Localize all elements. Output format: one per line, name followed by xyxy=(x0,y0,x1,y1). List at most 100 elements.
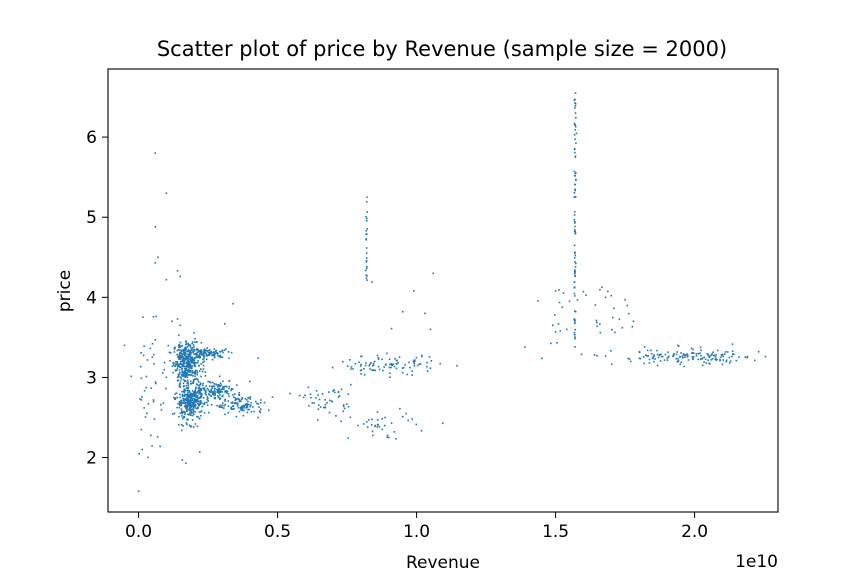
scatter-point xyxy=(189,344,192,346)
scatter-point xyxy=(176,270,179,272)
scatter-point xyxy=(322,406,325,409)
scatter-point xyxy=(194,392,197,395)
scatter-point xyxy=(196,397,199,399)
scatter-point xyxy=(541,357,543,360)
scatter-point xyxy=(676,360,679,363)
scatter-point xyxy=(324,406,327,409)
scatter-point xyxy=(596,321,598,324)
scatter-point xyxy=(187,413,189,416)
scatter-point xyxy=(340,420,342,423)
scatter-point xyxy=(200,350,203,353)
scatter-point xyxy=(189,403,191,406)
scatter-point xyxy=(574,266,577,268)
scatter-point xyxy=(186,372,189,374)
scatter-point xyxy=(324,399,326,401)
scatter-point xyxy=(259,411,262,414)
scatter-point xyxy=(186,361,188,364)
scatter-point xyxy=(191,341,194,343)
scatter-point xyxy=(173,362,175,365)
scatter-point xyxy=(218,388,220,391)
scatter-point xyxy=(171,413,174,415)
scatter-point xyxy=(223,386,226,388)
scatter-point xyxy=(174,397,177,399)
scatter-point xyxy=(196,356,198,359)
scatter-point xyxy=(207,389,210,391)
scatter-point xyxy=(648,362,651,364)
scatter-point xyxy=(222,380,224,383)
scatter-point xyxy=(193,395,195,397)
scatter-point xyxy=(574,336,576,338)
scatter-point xyxy=(315,397,317,399)
scatter-point xyxy=(309,393,312,396)
scatter-point xyxy=(679,363,682,366)
scatter-point xyxy=(725,359,728,362)
scatter-point xyxy=(347,406,350,408)
scatter-point xyxy=(596,354,598,357)
scatter-point xyxy=(213,354,215,357)
scatter-point xyxy=(172,362,175,364)
scatter-point xyxy=(244,403,247,406)
scatter-point xyxy=(198,391,201,393)
scatter-point xyxy=(342,410,345,413)
scatter-point xyxy=(223,322,226,325)
scatter-point xyxy=(179,396,181,399)
scatter-point xyxy=(402,366,405,369)
scatter-point xyxy=(213,356,216,359)
scatter-point xyxy=(673,352,675,355)
scatter-point xyxy=(180,356,183,359)
scatter-point xyxy=(183,385,185,387)
scatter-point xyxy=(160,403,162,406)
scatter-point xyxy=(716,358,718,361)
scatter-point xyxy=(424,312,426,315)
scatter-point xyxy=(646,355,648,357)
scatter-point xyxy=(153,363,155,365)
scatter-point xyxy=(382,369,384,372)
scatter-point xyxy=(228,385,231,388)
scatter-point xyxy=(181,367,183,370)
scatter-point xyxy=(219,350,221,353)
scatter-point xyxy=(207,397,209,400)
scatter-point xyxy=(692,358,694,361)
scatter-point xyxy=(183,379,186,382)
scatter-point xyxy=(197,402,200,405)
scatter-point xyxy=(183,416,186,419)
scatter-point xyxy=(405,412,407,415)
scatter-point xyxy=(204,375,207,377)
scatter-point xyxy=(215,351,218,354)
scatter-point xyxy=(712,351,714,354)
scatter-point xyxy=(249,404,252,406)
scatter-point xyxy=(656,349,658,352)
scatter-point xyxy=(193,346,195,348)
scatter-point xyxy=(731,353,734,355)
scatter-point xyxy=(186,404,188,407)
scatter-point xyxy=(308,405,310,407)
scatter-point xyxy=(180,408,183,410)
scatter-point xyxy=(201,405,204,408)
scatter-point xyxy=(199,388,202,390)
scatter-point xyxy=(145,386,147,389)
scatter-point xyxy=(666,359,669,361)
scatter-point xyxy=(328,399,331,402)
scatter-point xyxy=(183,347,186,350)
scatter-point xyxy=(574,333,576,336)
scatter-point xyxy=(568,300,571,303)
scatter-point xyxy=(596,325,598,328)
scatter-point xyxy=(574,123,576,126)
scatter-point xyxy=(240,406,243,408)
scatter-point xyxy=(217,390,219,392)
scatter-point xyxy=(233,393,236,395)
scatter-point xyxy=(346,365,349,367)
scatter-point xyxy=(205,358,208,361)
scatter-point xyxy=(218,375,221,378)
scatter-point xyxy=(366,426,369,428)
scatter-point xyxy=(227,411,230,414)
scatter-point xyxy=(224,403,227,406)
scatter-point xyxy=(194,341,196,344)
scatter-point xyxy=(143,389,146,392)
scatter-point xyxy=(219,385,221,388)
scatter-point xyxy=(208,353,211,356)
scatter-point xyxy=(628,358,631,360)
scatter-point xyxy=(184,376,187,379)
scatter-point xyxy=(139,398,141,400)
scatter-point xyxy=(151,356,154,358)
